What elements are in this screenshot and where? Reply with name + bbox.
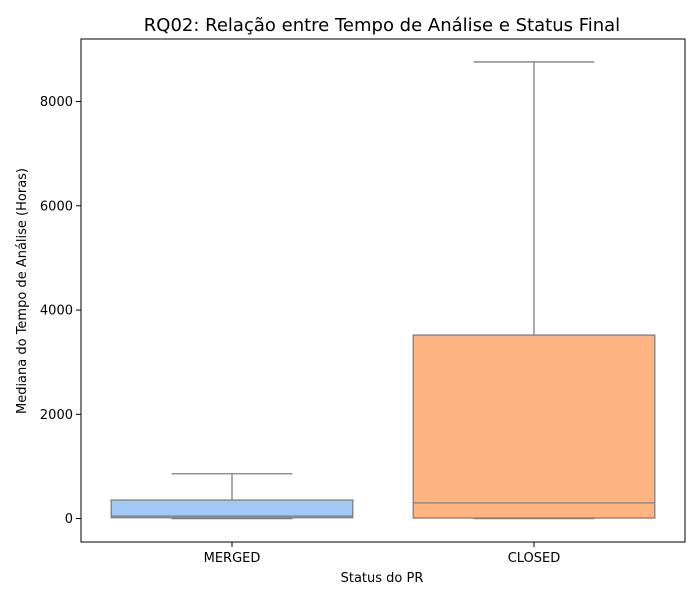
x-tick-label-merged: MERGED [204,551,261,566]
y-tick-label-8000: 8000 [40,95,73,110]
box-merged [110,473,354,520]
y-tick-label-4000: 4000 [40,304,73,319]
plot-frame [80,38,686,543]
y-tick-label-2000: 2000 [40,408,73,423]
iqr-box-merged [110,499,354,519]
plot-area [110,61,656,520]
iqr-box-closed [412,334,656,519]
box-closed [412,61,656,520]
y-tick-label-6000: 6000 [40,199,73,214]
axes: 0 2000 4000 6000 8000 MERGED CLOSED [40,38,686,566]
y-tick-label-0: 0 [65,512,73,527]
chart-title: RQ02: Relação entre Tempo de Análise e S… [144,15,620,36]
x-tick-label-closed: CLOSED [508,551,561,566]
y-axis-label: Mediana do Tempo de Análise (Horas) [15,168,30,414]
x-axis-label: Status do PR [341,571,424,586]
